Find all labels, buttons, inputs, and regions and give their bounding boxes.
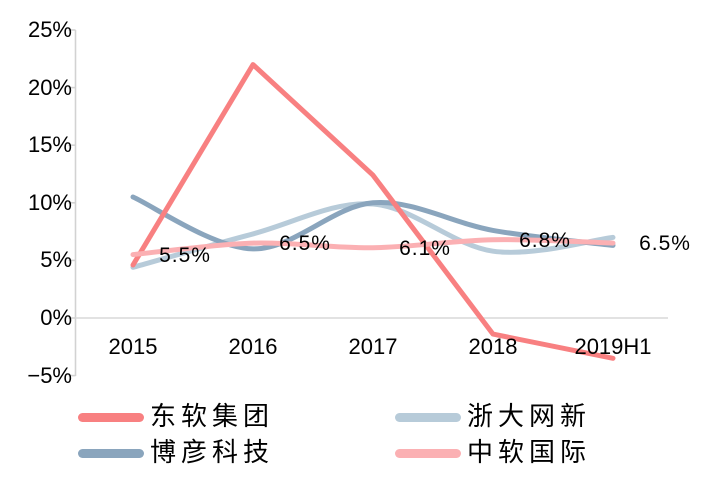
legend-swatch — [78, 449, 144, 458]
data-label: 6.5% — [279, 232, 331, 256]
legend-swatch — [395, 449, 461, 458]
y-tick-label: 25% — [27, 17, 72, 42]
legend-label: 中软国际 — [467, 438, 592, 468]
legend-label: 浙大网新 — [467, 402, 592, 432]
y-tick-label: 10% — [27, 189, 72, 215]
y-tick-label: −5% — [27, 362, 72, 388]
data-label: 6.8% — [519, 228, 571, 252]
legend-label: 博彦科技 — [150, 438, 275, 468]
y-tick-label: 20% — [27, 74, 72, 100]
data-label: 6.1% — [399, 236, 451, 260]
legend-swatch — [395, 413, 461, 422]
y-tick-label: 0% — [40, 305, 72, 330]
legend-swatch — [78, 413, 144, 422]
x-tick-label: 2018 — [468, 334, 518, 359]
series-line-0 — [130, 62, 616, 361]
y-tick-label: 5% — [40, 247, 72, 273]
legend-label: 东软集团 — [150, 402, 275, 432]
x-tick-label: 2015 — [108, 334, 158, 359]
data-label: 6.5% — [639, 232, 691, 256]
y-tick-label: 15% — [27, 132, 72, 158]
data-label: 5.5% — [159, 243, 211, 267]
series-line-3 — [130, 237, 616, 258]
series-line-1 — [130, 194, 616, 252]
x-tick-label: 2016 — [228, 334, 278, 359]
x-tick-label: 2019H1 — [574, 334, 652, 359]
x-tick-label: 2017 — [348, 334, 398, 359]
